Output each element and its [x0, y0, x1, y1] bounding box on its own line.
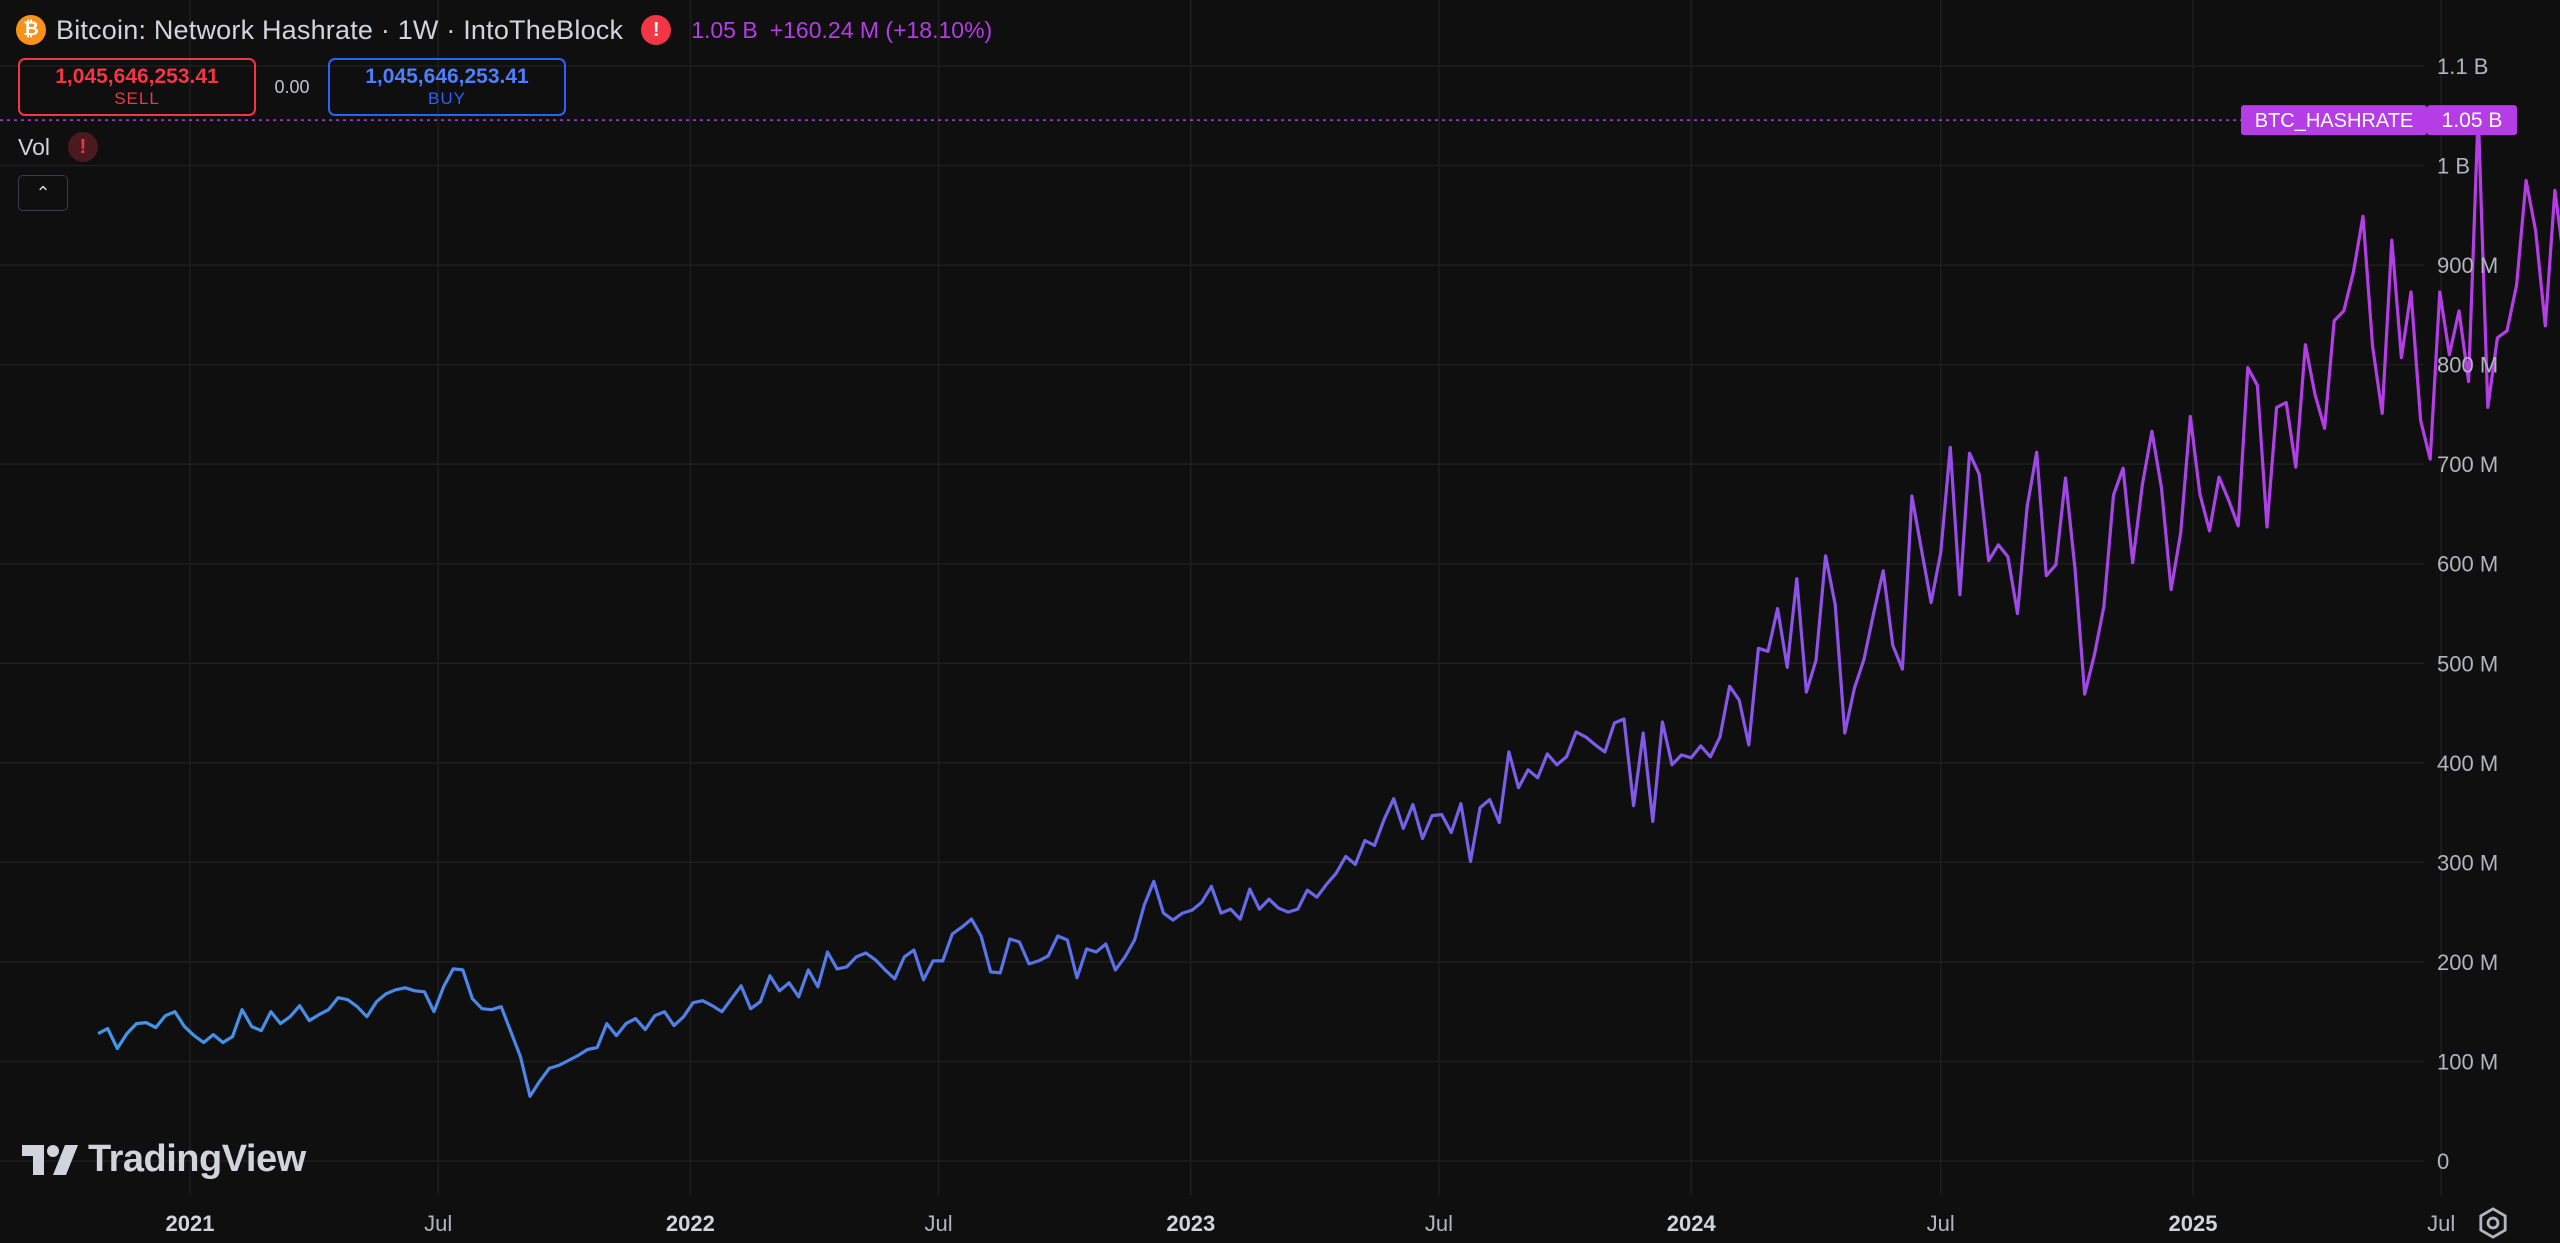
- sell-price: 1,045,646,253.41: [55, 65, 219, 88]
- hashrate-line: [97, 110, 2560, 1098]
- last-value: 1.05 B: [691, 16, 758, 43]
- series-name-badge: [2241, 105, 2427, 136]
- x-tick-label: Jul: [1927, 1211, 1955, 1236]
- alert-icon[interactable]: !: [641, 15, 672, 45]
- buy-button[interactable]: 1,045,646,253.41 BUY: [328, 58, 566, 116]
- last-value-badge: [2427, 105, 2517, 136]
- settings-icon[interactable]: [2476, 1206, 2510, 1240]
- vol-alert-icon[interactable]: !: [67, 132, 98, 162]
- series-name-label: BTC_HASHRATE: [2255, 110, 2414, 132]
- collapse-button[interactable]: ⌃: [18, 175, 68, 211]
- y-axis[interactable]: 0 100 M 200 M 300 M 400 M 500 M 600 M 700 M 800 …: [2437, 54, 2498, 1174]
- y-tick-label: 1 B: [2437, 154, 2470, 179]
- tradingview-logo[interactable]: TradingView: [22, 1138, 306, 1181]
- y-tick-label: 200 M: [2437, 950, 2498, 975]
- x-tick-label: Jul: [1425, 1211, 1453, 1236]
- sell-button[interactable]: 1,045,646,253.41 SELL: [18, 58, 256, 116]
- x-tick-label: Jul: [424, 1211, 452, 1236]
- buy-label: BUY: [428, 89, 466, 108]
- trade-buttons: 1,045,646,253.41 SELL 0.00 1,045,646,253…: [18, 58, 566, 116]
- x-axis[interactable]: 2021 Jul 2022 Jul 2023 Jul 2024 Jul 2025 Jul: [166, 1211, 2456, 1236]
- y-tick-label: 900 M: [2437, 253, 2498, 278]
- series-layer: [97, 110, 2560, 1098]
- last-value-labels: BTC_HASHRATE 1.05 B: [0, 105, 2517, 136]
- x-tick-label: 2025: [2169, 1211, 2218, 1236]
- grid-lines: [0, 0, 2442, 1195]
- logo-text: TradingView: [88, 1138, 306, 1180]
- tradingview-logo-icon: [22, 1144, 78, 1175]
- x-tick-label: 2023: [1166, 1211, 1215, 1236]
- y-tick-label: 0: [2437, 1149, 2449, 1174]
- sell-label: SELL: [114, 89, 160, 108]
- vol-label[interactable]: Vol: [18, 133, 50, 160]
- y-tick-label: 400 M: [2437, 751, 2498, 776]
- y-tick-label: 100 M: [2437, 1049, 2498, 1074]
- y-tick-label: 800 M: [2437, 353, 2498, 378]
- spread-value: 0.00: [274, 76, 310, 97]
- last-value-label: 1.05 B: [2442, 109, 2503, 132]
- y-tick-label: 700 M: [2437, 452, 2498, 477]
- y-tick-label: 500 M: [2437, 651, 2498, 676]
- x-tick-label: Jul: [2427, 1211, 2455, 1236]
- y-tick-label: 300 M: [2437, 850, 2498, 875]
- x-tick-label: 2021: [166, 1211, 215, 1236]
- buy-price: 1,045,646,253.41: [365, 65, 529, 88]
- chart-header: ₿ Bitcoin: Network Hashrate · 1W · IntoT…: [16, 12, 992, 48]
- symbol-title[interactable]: Bitcoin: Network Hashrate · 1W · IntoThe…: [56, 14, 624, 45]
- x-tick-label: Jul: [924, 1211, 952, 1236]
- volume-indicator: Vol !: [18, 132, 98, 162]
- x-tick-label: 2022: [666, 1211, 715, 1236]
- bitcoin-icon[interactable]: ₿: [16, 15, 46, 45]
- change-value: +160.24 M (+18.10%): [769, 16, 993, 43]
- y-tick-label: 1.1 B: [2437, 54, 2488, 79]
- y-tick-label: 600 M: [2437, 552, 2498, 577]
- x-tick-label: 2024: [1667, 1211, 1717, 1236]
